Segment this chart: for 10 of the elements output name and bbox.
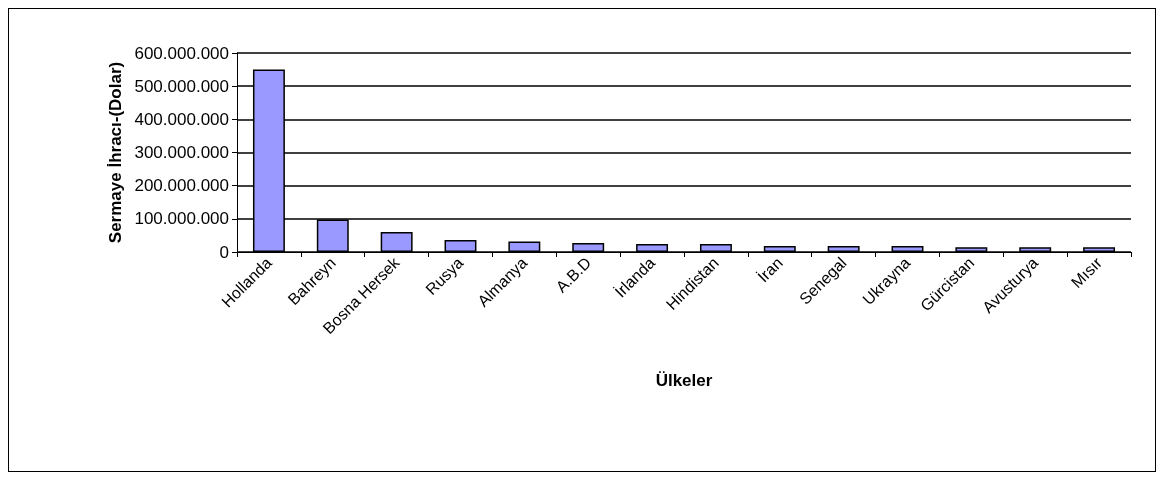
x-axis-title: Ülkeler <box>655 371 713 390</box>
x-tick-label: İran <box>753 253 786 286</box>
y-tick-label: 600.000.000 <box>134 43 229 63</box>
y-axis-title: Sermaye İhracı-(Dolar) <box>105 61 125 244</box>
y-tick-label: 300.000.000 <box>134 143 229 162</box>
y-tick-label: 500.000.000 <box>134 76 229 96</box>
y-tick-label: 100.000.000 <box>134 209 229 229</box>
y-tick-label: 0 <box>219 242 229 262</box>
y-tick-label: 400.000.000 <box>134 109 229 129</box>
y-tick-label: 200.000.000 <box>134 176 229 196</box>
